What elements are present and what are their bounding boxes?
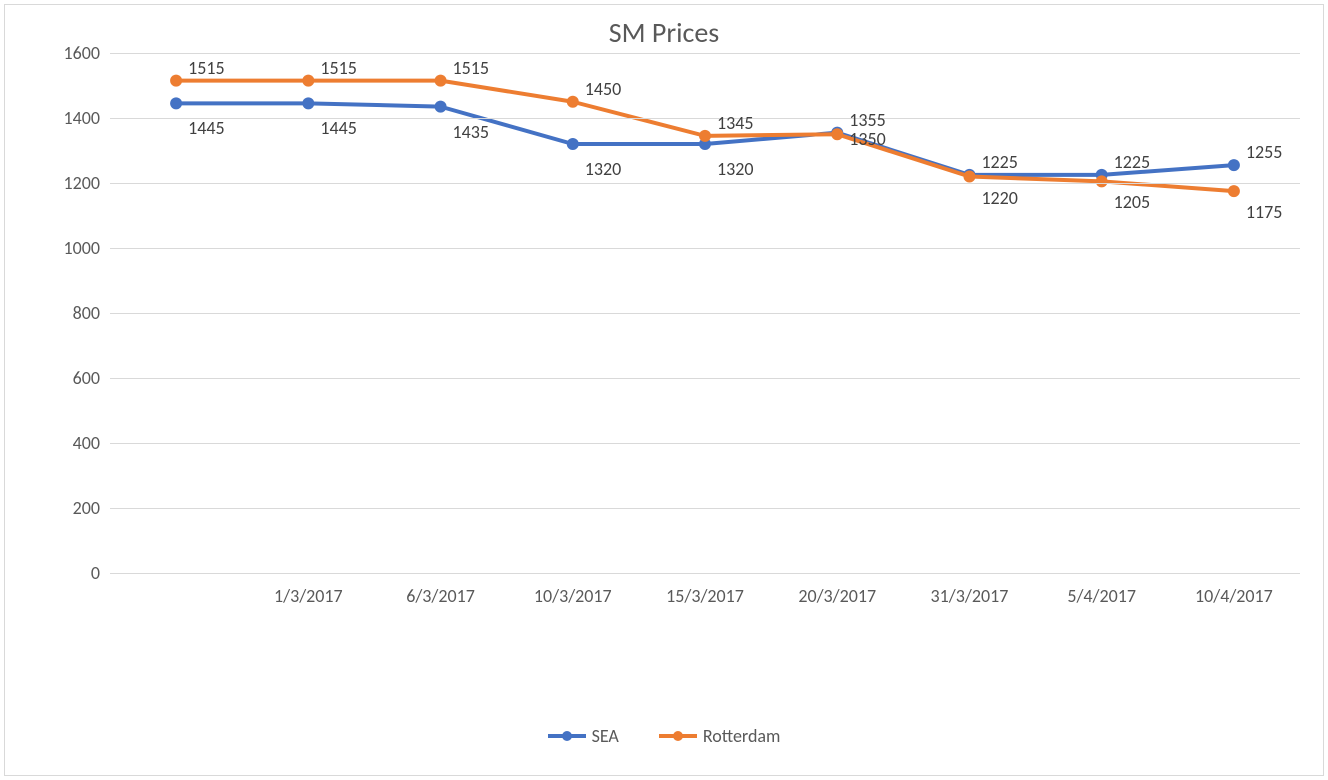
data-label: 1445 [188,117,225,139]
y-axis-label: 800 [20,302,100,324]
data-label: 1175 [1246,201,1283,223]
gridline [110,118,1300,119]
data-label: 1320 [585,158,622,180]
gridline [110,573,1300,574]
data-label: 1225 [1114,151,1151,173]
chart-title: SM Prices [5,15,1323,50]
x-axis-label: 1/3/2017 [274,585,343,607]
x-axis-label: 20/3/2017 [798,585,876,607]
series-marker-rotterdam [699,130,711,142]
y-axis-label: 1000 [20,237,100,259]
gridline [110,53,1300,54]
series-marker-rotterdam [170,75,182,87]
y-axis-label: 200 [20,497,100,519]
series-marker-rotterdam [831,128,843,140]
data-label: 1350 [849,128,886,150]
series-marker-rotterdam [567,96,579,108]
x-axis-label: 6/3/2017 [406,585,475,607]
data-label: 1220 [981,187,1018,209]
chart-container: SM Prices 020040060080010001200140016001… [4,4,1324,776]
legend-swatch [548,729,586,743]
series-marker-sea [567,138,579,150]
legend-item-sea: SEA [548,725,619,747]
data-label: 1515 [188,57,225,79]
x-axis-label: 5/4/2017 [1067,585,1136,607]
y-axis-label: 1400 [20,107,100,129]
x-axis-label: 10/3/2017 [534,585,612,607]
y-axis-label: 1600 [20,42,100,64]
data-label: 1205 [1114,191,1151,213]
gridline [110,508,1300,509]
series-marker-rotterdam [1228,185,1240,197]
series-marker-sea [170,97,182,109]
series-marker-rotterdam [302,75,314,87]
legend-label: Rotterdam [703,725,781,747]
gridline [110,248,1300,249]
gridline [110,313,1300,314]
gridline [110,443,1300,444]
legend-swatch [659,729,697,743]
gridline [110,183,1300,184]
data-label: 1515 [320,57,357,79]
data-label: 1345 [717,112,754,134]
gridline [110,378,1300,379]
data-label: 1225 [981,151,1018,173]
data-label: 1445 [320,117,357,139]
series-marker-sea [1228,159,1240,171]
data-label: 1515 [453,57,490,79]
x-axis-label: 10/4/2017 [1195,585,1273,607]
series-marker-sea [302,97,314,109]
plot-area: 020040060080010001200140016001/3/20176/3… [110,53,1300,573]
x-axis-label: 31/3/2017 [931,585,1009,607]
legend-label: SEA [592,725,619,747]
data-label: 1450 [585,78,622,100]
legend-item-rotterdam: Rotterdam [659,725,781,747]
y-axis-label: 0 [20,562,100,584]
data-label: 1435 [453,121,490,143]
series-marker-rotterdam [1096,175,1108,187]
legend: SEA Rotterdam [5,725,1323,747]
series-marker-sea [435,101,447,113]
series-marker-rotterdam [435,75,447,87]
data-label: 1320 [717,158,754,180]
y-axis-label: 400 [20,432,100,454]
y-axis-label: 600 [20,367,100,389]
x-axis-label: 15/3/2017 [666,585,744,607]
series-marker-rotterdam [963,171,975,183]
data-label: 1255 [1246,141,1283,163]
y-axis-label: 1200 [20,172,100,194]
